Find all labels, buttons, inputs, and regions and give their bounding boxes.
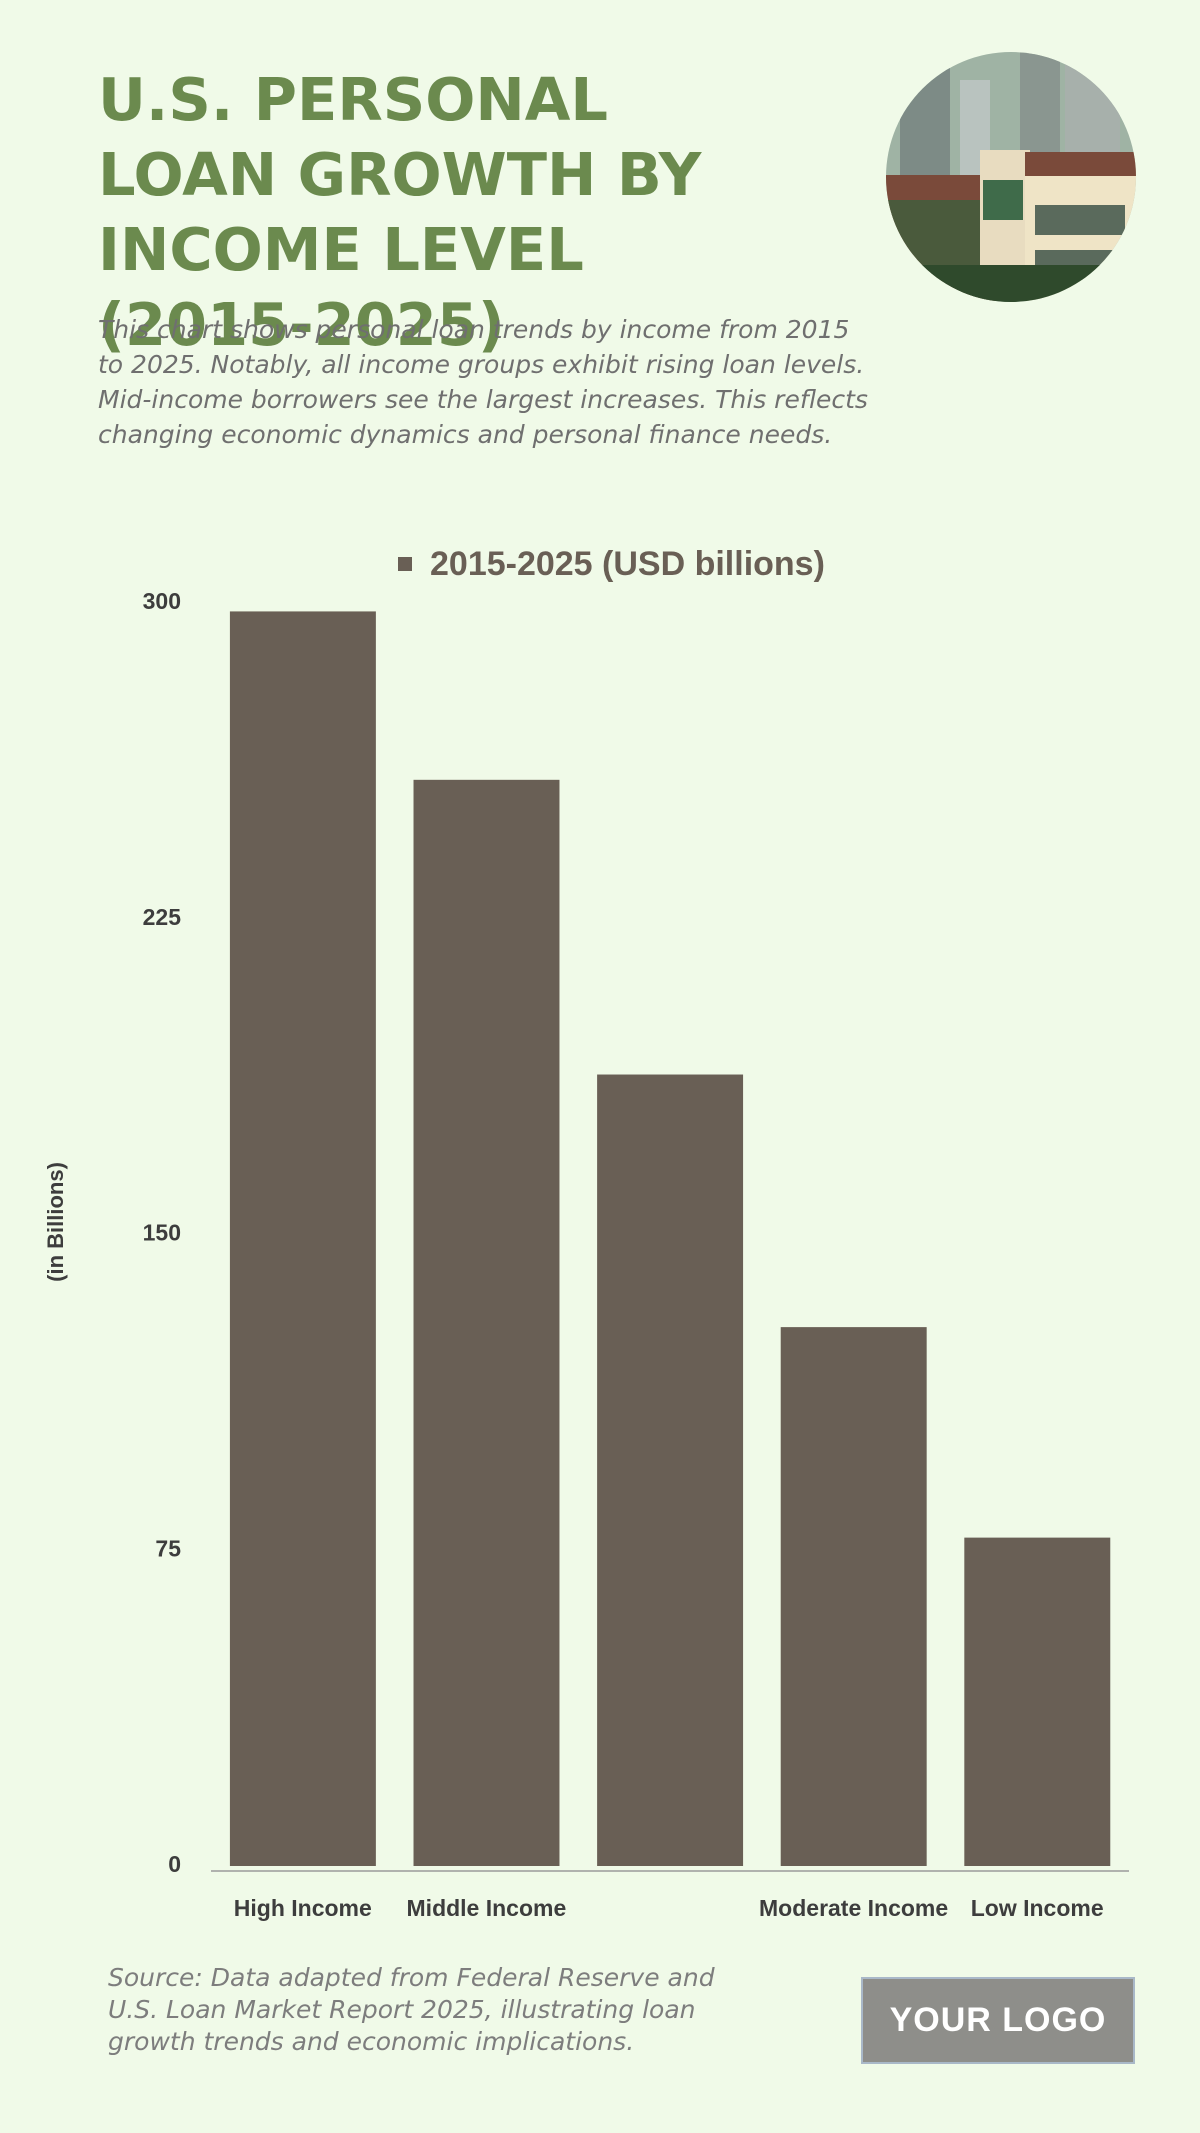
subtitle: This chart shows personal loan trends by…	[98, 315, 868, 449]
chart: 0 75 150 225 300 (in Billions) 2015-2025 (USD …	[43, 52, 1136, 1921]
x-tick-label: High Income	[234, 1895, 372, 1921]
bar	[780, 1327, 927, 1866]
header-photo	[886, 52, 1136, 302]
y-tick-label: 300	[143, 588, 181, 614]
bar	[229, 611, 376, 1867]
y-axis-label: (in Billions)	[43, 1162, 68, 1282]
y-tick-label: 0	[168, 1851, 181, 1877]
y-tick-label: 150	[143, 1220, 181, 1246]
title: U.S. PERSONAL LOAN GROWTH BY INCOME LEVE…	[98, 65, 702, 359]
legend-label: 2015-2025 (USD billions)	[430, 545, 825, 583]
y-tick-label: 225	[143, 904, 182, 930]
x-tick-label: Moderate Income	[759, 1895, 948, 1921]
x-tick-label: Middle Income	[407, 1895, 567, 1921]
source-note: Source: Data adapted from Federal Reserv…	[108, 1963, 715, 2056]
y-tick-label: 75	[155, 1535, 181, 1561]
logo: YOUR LOGO	[861, 1977, 1135, 2064]
legend-marker	[398, 557, 412, 571]
bar	[413, 779, 560, 1866]
bar	[964, 1537, 1111, 1866]
bar	[597, 1074, 744, 1866]
x-tick-label: Low Income	[971, 1895, 1104, 1921]
